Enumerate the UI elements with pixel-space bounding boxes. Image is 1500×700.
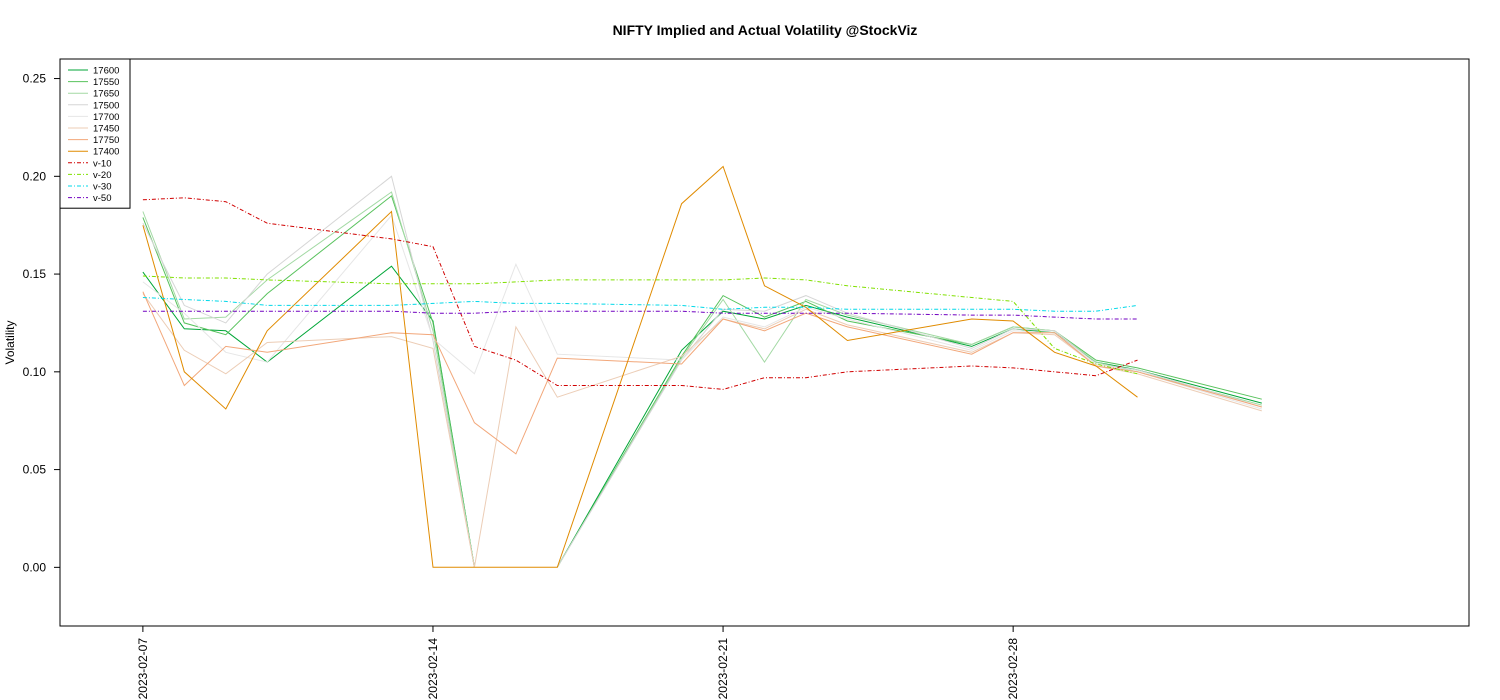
series-line-v-10	[142, 197, 1138, 390]
x-tick-label: 2023-02-28	[1006, 638, 1020, 700]
series-line-v-50	[142, 310, 1138, 320]
series-line-17550	[142, 195, 475, 568]
series-line-17500	[556, 295, 1262, 568]
legend-label: 17400	[93, 147, 119, 158]
y-tick-label: 0.25	[23, 72, 47, 86]
series-line-17550	[556, 294, 1262, 568]
x-tick-label: 2023-02-21	[716, 638, 730, 700]
y-tick-label: 0.05	[23, 463, 47, 477]
legend-label: 17550	[93, 77, 119, 88]
legend-label: 17500	[93, 100, 119, 111]
series-line-17600	[556, 304, 1262, 568]
legend-label: v-10	[93, 158, 111, 169]
legend-label: v-30	[93, 182, 111, 193]
x-tick-label: 2023-02-07	[136, 638, 150, 700]
legend-label: 17600	[93, 66, 119, 77]
legend-label: 17650	[93, 89, 119, 100]
x-tick-label: 2023-02-14	[426, 638, 440, 700]
chart-title: NIFTY Implied and Actual Volatility @Sto…	[612, 22, 918, 38]
y-axis-label: Volatility	[3, 320, 17, 364]
legend-label: 17700	[93, 112, 119, 123]
plot-frame	[59, 58, 1470, 627]
y-tick-label: 0.15	[23, 267, 47, 281]
series-line-17750	[142, 291, 1262, 455]
legend-label: 17750	[93, 135, 119, 146]
legend-label: v-50	[93, 193, 111, 204]
series-line-v-30	[142, 297, 1138, 312]
y-tick-label: 0.00	[23, 560, 47, 574]
series-line-17500	[142, 175, 475, 568]
series-line-17650	[556, 298, 1262, 568]
series-line-17650	[142, 191, 475, 568]
y-tick-label: 0.20	[23, 169, 47, 183]
legend-label: 17450	[93, 124, 119, 135]
series-line-17400	[142, 165, 1138, 568]
y-tick-label: 0.10	[23, 365, 47, 379]
legend-box	[59, 58, 131, 209]
series-line-17450	[142, 293, 1262, 568]
legend-label: v-20	[93, 170, 111, 181]
